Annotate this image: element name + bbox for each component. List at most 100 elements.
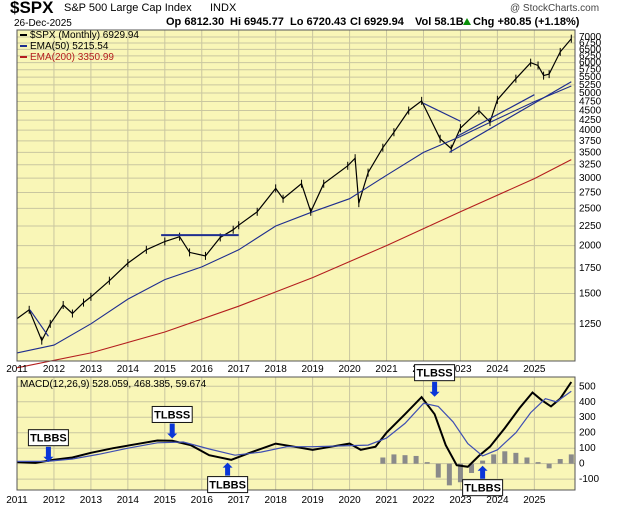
y-tick-label: 6500 <box>579 44 602 55</box>
signal-label-tlbss-3: TLBSS <box>414 364 456 397</box>
x-tick-label: 2023 <box>449 364 472 375</box>
x-tick-label: 2018 <box>265 495 288 506</box>
signal-label-text: TLBSS <box>417 368 453 380</box>
y-tick-label: -100 <box>579 474 599 485</box>
x-tick-label: 2021 <box>375 364 398 375</box>
y-tick-label: 3500 <box>579 147 602 158</box>
y-tick-label: 1500 <box>579 288 602 299</box>
y-tick-label: 3000 <box>579 173 602 184</box>
histogram-bar <box>524 457 530 464</box>
signal-label-tlbbs-4: TLBBS <box>462 465 504 497</box>
histogram-bar <box>435 463 441 478</box>
histogram-bar <box>380 457 386 464</box>
x-tick-label: 2025 <box>523 364 546 375</box>
ema50-line <box>16 85 572 354</box>
open-value: Op 6812.30 <box>166 16 225 28</box>
down-arrow-icon <box>167 423 178 439</box>
y-tick-label: 6250 <box>579 51 602 62</box>
legend-ema200: EMA(200) 3350.99 <box>30 52 114 63</box>
signal-label-tlbbs-0: TLBBS <box>27 429 69 462</box>
price-y-axis: 1250 1500 1750 2000 2250 2500 2750 3000 3250 3500… <box>579 32 602 330</box>
channel-lower-line <box>449 81 572 153</box>
y-tick-label: 2750 <box>579 188 602 199</box>
symbol-title: $SPX <box>10 0 54 17</box>
macd-line <box>16 381 573 468</box>
x-tick-label: 2017 <box>228 495 251 506</box>
y-tick-label: 7000 <box>579 32 602 43</box>
histogram-bar <box>402 455 408 464</box>
index-name: S&P 500 Large Cap Index <box>64 2 192 14</box>
volume-value: Vol 58.1B <box>415 16 464 28</box>
x-tick-label: 2015 <box>154 364 177 375</box>
close-value: Cl 6929.94 <box>350 16 404 28</box>
histogram-bar <box>513 452 519 464</box>
channel-upper-line <box>456 94 535 138</box>
y-tick-label: 4250 <box>579 115 602 126</box>
y-tick-label: 5750 <box>579 65 602 76</box>
x-tick-label: 2013 <box>80 364 103 375</box>
y-tick-label: 3750 <box>579 136 602 147</box>
x-tick-label: 2025 <box>523 495 546 506</box>
y-tick-label: 6000 <box>579 58 602 69</box>
price-panel-frame <box>16 29 576 362</box>
y-tick-label: 6750 <box>579 38 602 49</box>
as-of-date: 26-Dec-2025 <box>14 18 72 29</box>
x-tick-label: 2023 <box>449 495 472 506</box>
down-arrow-icon <box>429 381 440 397</box>
price-series-group <box>16 34 572 369</box>
trendline-2022 <box>423 102 461 122</box>
exchange-label: INDX <box>210 2 237 14</box>
y-tick-label: 4750 <box>579 97 602 108</box>
change-text: Chg +80.85 (+1.18%) <box>473 16 580 28</box>
macd-grid <box>16 377 575 490</box>
x-tick-label: 2011 <box>6 495 28 506</box>
x-tick-label: 2024 <box>486 495 509 506</box>
x-tick-label: 2020 <box>338 495 361 506</box>
signal-line <box>17 390 572 462</box>
y-tick-label: 5500 <box>579 72 602 83</box>
signal-label-tlbss-1: TLBSS <box>151 405 193 439</box>
x-tick-label: 2014 <box>117 364 140 375</box>
low-value: Lo 6720.43 <box>290 16 347 28</box>
signal-label-box <box>151 405 193 423</box>
x-tick-label: 2024 <box>486 364 509 375</box>
x-tick-label: 2018 <box>265 364 288 375</box>
price-panel-background <box>17 30 575 361</box>
price-x-axis: 2011 2012 2013 2014 2015 2016 2017 2018 2019 2020… <box>6 364 546 375</box>
y-tick-label: 100 <box>579 443 596 454</box>
x-tick-label: 2015 <box>154 495 177 506</box>
signal-label-box <box>462 479 504 497</box>
down-arrow-icon <box>43 446 54 462</box>
y-tick-label: 0 <box>579 459 585 470</box>
change-value: Chg +80.85 (+1.18%) <box>463 16 579 28</box>
histogram-bar <box>535 462 541 464</box>
trendline-2011 <box>29 309 49 337</box>
macd-title: MACD(12,26,9) 528.059, 468.385, 59.674 <box>20 379 207 390</box>
ema200-line <box>16 159 572 369</box>
histogram-bar <box>491 454 497 464</box>
up-arrow-icon <box>222 462 233 476</box>
chart-header: $SPX S&P 500 Large Cap Index INDX @ Stoc… <box>0 0 620 32</box>
histogram-bar <box>424 462 430 464</box>
histogram-bar <box>557 459 563 464</box>
histogram-bar <box>457 463 463 483</box>
y-tick-label: 5250 <box>579 80 602 91</box>
x-tick-label: 2012 <box>43 364 66 375</box>
y-tick-label: 3250 <box>579 160 602 171</box>
x-tick-label: 2014 <box>117 495 140 506</box>
y-tick-label: 1250 <box>579 319 602 330</box>
up-arrow-icon <box>463 18 471 25</box>
x-tick-label: 2016 <box>191 364 214 375</box>
y-tick-label: 2000 <box>579 241 602 252</box>
macd-annotations: TLBBS TLBSS TLBBS TLBSS TLBBS <box>27 364 504 497</box>
watermark: @ StockCharts.com <box>510 3 600 14</box>
histogram-bar <box>469 463 475 473</box>
macd-histogram <box>380 451 574 486</box>
signal-label-text: TLBBS <box>209 480 246 492</box>
histogram-bar <box>446 463 452 486</box>
signal-label-text: TLBBS <box>30 433 67 445</box>
histogram-bar <box>391 454 397 464</box>
signal-label-text: TLBSS <box>154 409 190 421</box>
